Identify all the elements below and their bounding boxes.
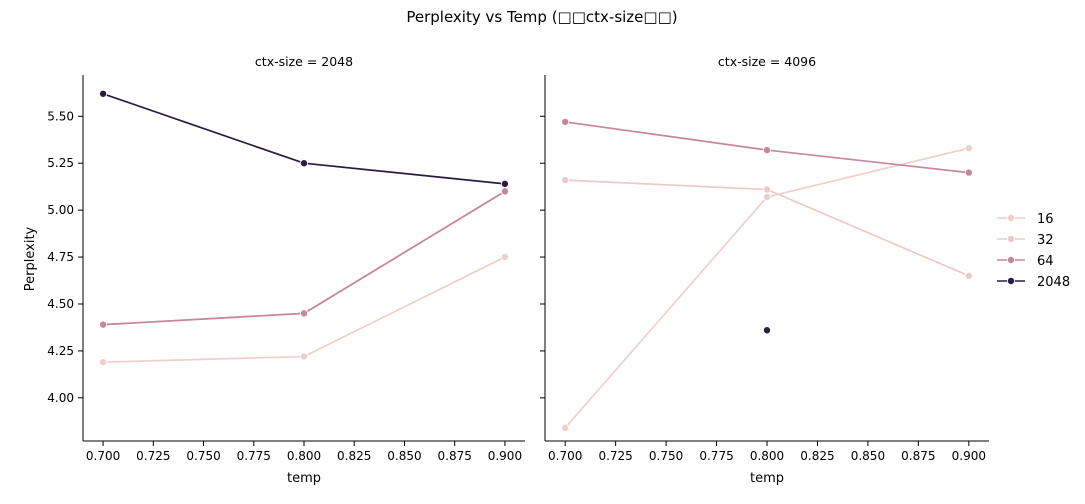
x-tick-label: 0.775	[237, 449, 271, 463]
x-tick-label: 0.725	[598, 449, 632, 463]
y-tick-label: 4.00	[47, 391, 74, 405]
panel-right-plot-area: 0.700 0.725 0.750 0.775 0.800 0.825 0.850 0.875…	[540, 75, 989, 463]
data-point-16	[99, 358, 108, 367]
data-point-64	[763, 146, 772, 155]
data-point-16	[964, 144, 973, 153]
legend-marker-2048	[1007, 276, 1016, 285]
figure-title: Perplexity vs Temp (□□ctx-size□□)	[406, 8, 677, 26]
legend-label-16: 16	[1037, 212, 1054, 227]
panel-right: ctx-size = 4096 temp 0.700 0.725 0.750 0.77…	[540, 54, 989, 486]
x-tick-label: 0.875	[901, 449, 935, 463]
x-tick-label: 0.800	[287, 449, 321, 463]
data-point-16	[561, 423, 570, 432]
panel-left-title: ctx-size = 2048	[255, 54, 353, 69]
x-tick-label: 0.825	[337, 449, 371, 463]
panel-left: ctx-size = 2048 temp Perplexity 0.700 0.7…	[23, 54, 525, 486]
data-point-64	[500, 187, 509, 196]
legend-entry: 16	[997, 212, 1054, 227]
y-tick-label: 5.50	[47, 109, 74, 123]
x-tick-label: 0.725	[136, 449, 170, 463]
data-point-64	[299, 309, 308, 318]
x-tick-label: 0.875	[438, 449, 472, 463]
x-tick-label: 0.775	[699, 449, 733, 463]
x-tick-label: 0.750	[649, 449, 683, 463]
series-line-64	[103, 190, 506, 326]
data-point-16	[299, 352, 308, 361]
legend-label-32: 32	[1037, 233, 1054, 248]
panel-right-xlabel: temp	[750, 471, 784, 486]
x-tick-label: 0.825	[800, 449, 834, 463]
data-point-32	[964, 271, 973, 280]
legend-entry: 64	[997, 254, 1054, 269]
data-point-32	[763, 185, 772, 194]
data-point-16	[763, 192, 772, 201]
legend-marker-64	[1007, 255, 1016, 264]
data-point-16	[500, 253, 509, 262]
data-point-64	[964, 168, 973, 177]
legend-marker-16	[1007, 213, 1016, 222]
y-tick-label: 5.00	[47, 203, 74, 217]
series-line-32	[103, 190, 506, 326]
y-tick-label: 4.25	[47, 344, 74, 358]
x-tick-label: 0.900	[488, 449, 522, 463]
legend-label-64: 64	[1037, 254, 1054, 269]
data-point-2048	[763, 326, 772, 335]
x-tick-label: 0.850	[851, 449, 885, 463]
data-point-2048	[299, 159, 308, 168]
y-tick-label: 4.75	[47, 250, 74, 264]
panel-left-ylabel: Perplexity	[23, 226, 38, 291]
data-point-64	[99, 320, 108, 329]
data-point-64	[561, 117, 570, 126]
data-point-2048	[500, 179, 509, 188]
legend-entry: 32	[997, 233, 1054, 248]
x-tick-label: 0.700	[548, 449, 582, 463]
series-line-2048	[102, 92, 505, 185]
legend-marker-32	[1007, 234, 1016, 243]
x-tick-label: 0.800	[750, 449, 784, 463]
panel-right-title: ctx-size = 4096	[718, 54, 816, 69]
legend-entry: 2048	[997, 275, 1070, 290]
y-tick-label: 4.50	[47, 297, 74, 311]
data-point-2048	[99, 89, 108, 98]
panel-left-xlabel: temp	[287, 471, 321, 486]
x-tick-label: 0.900	[952, 449, 986, 463]
legend: 16 32 64 2048	[997, 212, 1070, 290]
data-point-32	[561, 176, 570, 185]
legend-label-2048: 2048	[1037, 275, 1070, 290]
x-tick-label: 0.850	[387, 449, 421, 463]
x-tick-label: 0.750	[186, 449, 220, 463]
panel-left-plot-area: 0.700 0.725 0.750 0.775 0.800 0.825 0.850 0.875…	[47, 75, 525, 463]
y-tick-label: 5.25	[47, 156, 74, 170]
x-tick-label: 0.700	[86, 449, 120, 463]
